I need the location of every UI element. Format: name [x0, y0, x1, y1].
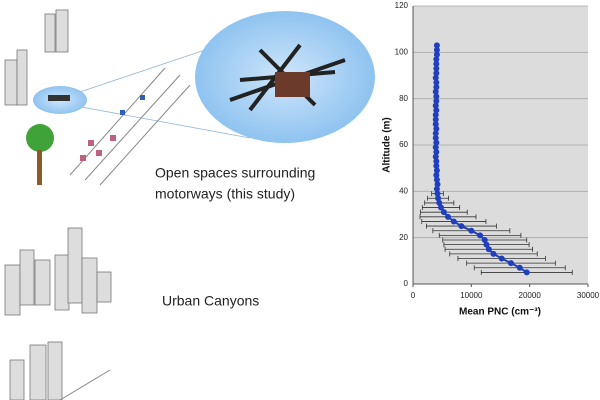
data-point	[432, 144, 439, 151]
data-point	[433, 172, 440, 179]
data-point	[523, 269, 530, 276]
data-point	[433, 60, 440, 67]
data-point	[432, 74, 439, 81]
data-point	[432, 130, 439, 137]
data-point	[433, 176, 440, 183]
data-point	[433, 56, 440, 63]
data-point	[436, 199, 443, 206]
y-tick-label: 100	[395, 47, 409, 56]
illustration: Open spaces surrounding motorways (this …	[4, 9, 375, 400]
y-tick-label: 20	[399, 233, 408, 242]
data-point	[440, 209, 447, 216]
data-point	[433, 107, 440, 114]
x-tick-label: 10000	[460, 291, 483, 300]
data-point	[433, 125, 440, 132]
data-point	[445, 213, 451, 220]
data-point	[477, 232, 484, 239]
data-point	[433, 139, 440, 146]
data-point	[516, 264, 523, 271]
data-point	[433, 93, 440, 100]
data-point	[433, 148, 440, 155]
y-tick-label: 80	[399, 94, 408, 103]
data-point	[432, 102, 439, 109]
data-point	[481, 236, 488, 243]
data-point	[433, 162, 440, 169]
x-axis-title: Mean PNC (cm⁻³)	[459, 307, 541, 318]
y-tick-label: 40	[399, 186, 408, 195]
y-tick-label: 0	[404, 279, 409, 288]
data-point	[434, 190, 441, 197]
caption: Open spaces surrounding	[155, 165, 315, 181]
data-point	[490, 250, 497, 257]
data-point	[433, 167, 440, 174]
data-point	[433, 51, 440, 58]
data-point	[433, 47, 440, 54]
data-point	[483, 241, 490, 248]
x-tick-label: 30000	[577, 291, 600, 300]
data-point	[432, 153, 439, 160]
data-point	[458, 223, 465, 230]
data-point	[508, 260, 514, 267]
data-point	[432, 135, 439, 142]
data-point	[434, 181, 441, 188]
data-point	[433, 84, 440, 91]
data-point	[498, 255, 505, 262]
data-point	[433, 79, 440, 86]
data-point	[432, 88, 439, 95]
data-point	[433, 158, 440, 165]
data-point	[432, 116, 439, 123]
data-point	[432, 121, 439, 128]
data-point	[433, 70, 440, 77]
x-tick-label: 20000	[519, 291, 542, 300]
data-point	[438, 204, 444, 211]
y-axis-title: Altitude (m)	[382, 117, 393, 173]
data-point	[433, 186, 440, 193]
data-point	[435, 195, 442, 202]
x-tick-label: 0	[411, 291, 416, 300]
caption: Urban Canyons	[162, 293, 259, 309]
y-tick-label: 120	[395, 1, 409, 10]
data-point	[433, 42, 440, 49]
data-point	[450, 218, 457, 225]
y-tick-label: 60	[399, 140, 408, 149]
data-point	[485, 246, 492, 253]
data-point	[433, 65, 440, 72]
data-point	[433, 97, 440, 104]
caption: motorways (this study)	[155, 186, 295, 202]
data-point	[432, 111, 439, 118]
data-point	[468, 227, 475, 234]
